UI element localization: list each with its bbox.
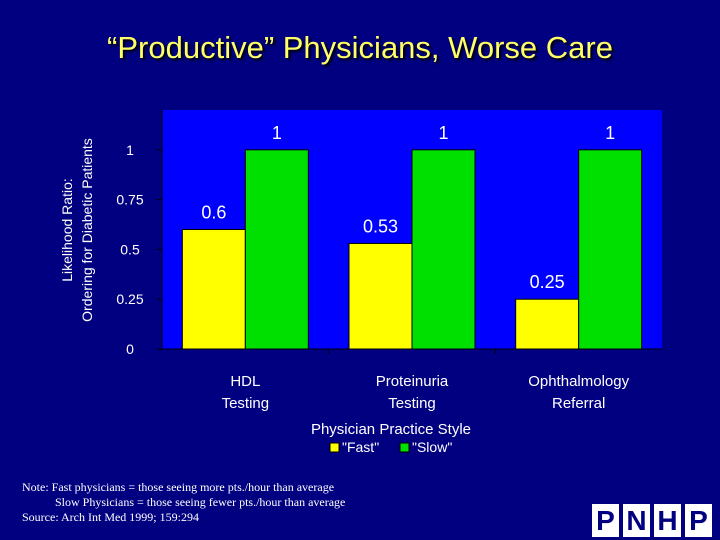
legend-swatch-slow bbox=[399, 442, 410, 453]
legend-swatch-fast bbox=[329, 442, 340, 453]
bar-fast bbox=[515, 298, 580, 350]
y-tick-label: 1 bbox=[126, 142, 134, 158]
pnhp-logo: P N H P bbox=[592, 504, 712, 538]
bar-slow bbox=[244, 149, 309, 350]
category-label: Ophthalmology bbox=[528, 373, 629, 390]
logo-letter: P bbox=[592, 504, 619, 537]
data-label: 0.6 bbox=[201, 203, 226, 223]
category-label: Testing bbox=[222, 395, 270, 412]
data-label: 1 bbox=[272, 123, 282, 143]
bar-slow bbox=[578, 149, 643, 350]
category-label: Referral bbox=[552, 395, 605, 412]
logo-letter: N bbox=[623, 504, 650, 537]
data-label: 0.25 bbox=[530, 272, 565, 292]
legend-label-slow: "Slow" bbox=[412, 439, 452, 455]
bar-slow bbox=[411, 149, 476, 350]
category-label: Testing bbox=[388, 395, 436, 412]
data-label: 1 bbox=[438, 123, 448, 143]
bar-fast bbox=[181, 229, 246, 350]
y-tick-label: 0.5 bbox=[120, 241, 140, 257]
y-tick-label: 0.75 bbox=[116, 192, 143, 208]
category-label: HDL bbox=[230, 373, 260, 390]
x-axis-title: Physician Practice Style bbox=[311, 421, 471, 438]
y-tick-label: 0.25 bbox=[116, 291, 143, 307]
bar-chart: 0 0.25 0.5 0.75 1 Likelihood Ratio: Ordering f… bbox=[59, 110, 662, 455]
category-label: Proteinuria bbox=[376, 373, 449, 390]
logo-letter: H bbox=[654, 504, 681, 537]
slide-title: “Productive” Physicians, Worse Care bbox=[107, 30, 613, 65]
footnote: Note: Fast physicians = those seeing mor… bbox=[22, 480, 345, 525]
note-fast: Note: Fast physicians = those seeing mor… bbox=[22, 480, 335, 494]
y-tick-label: 0 bbox=[126, 341, 134, 357]
data-label: 1 bbox=[605, 123, 615, 143]
bar-fast bbox=[348, 242, 413, 350]
note-source: Source: Arch Int Med 1999; 159:294 bbox=[22, 510, 199, 524]
data-label: 0.53 bbox=[363, 216, 398, 236]
y-axis-title: Ordering for Diabetic Patients bbox=[79, 138, 95, 322]
legend-label-fast: "Fast" bbox=[342, 439, 379, 455]
note-slow: Slow Physicians = those seeing fewer pts… bbox=[55, 495, 346, 509]
logo-letter: P bbox=[685, 504, 712, 537]
y-axis-title: Likelihood Ratio: bbox=[59, 178, 75, 282]
